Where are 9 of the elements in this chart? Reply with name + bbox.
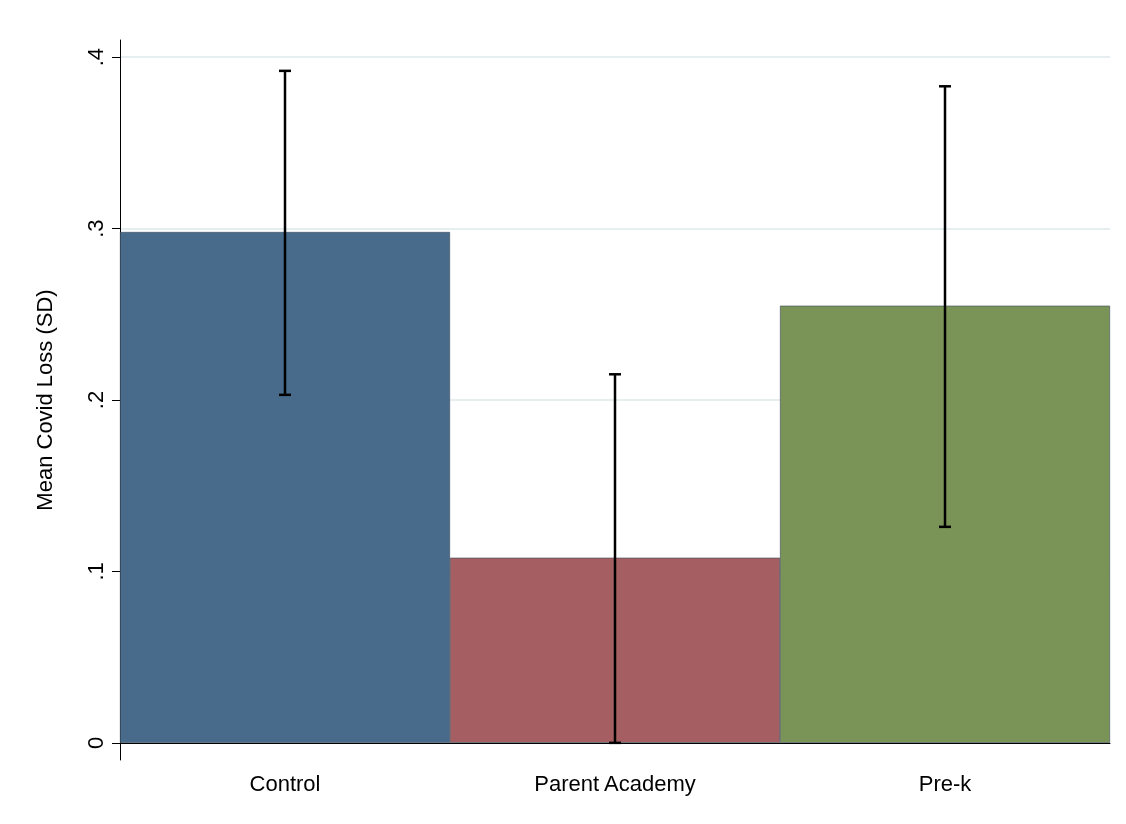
y-tick-label: .4 <box>82 47 108 67</box>
y-tick-label: .1 <box>82 562 108 581</box>
y-tick-label: 0 <box>82 736 108 749</box>
x-tick-label: Parent Academy <box>534 770 696 796</box>
y-tick-label: .3 <box>82 219 108 238</box>
y-tick-label: .2 <box>82 390 108 410</box>
x-tick-label: Control <box>249 770 321 796</box>
y-axis-title: Mean Covid Loss (SD) <box>31 289 57 511</box>
x-tick-label: Pre-k <box>918 770 973 796</box>
